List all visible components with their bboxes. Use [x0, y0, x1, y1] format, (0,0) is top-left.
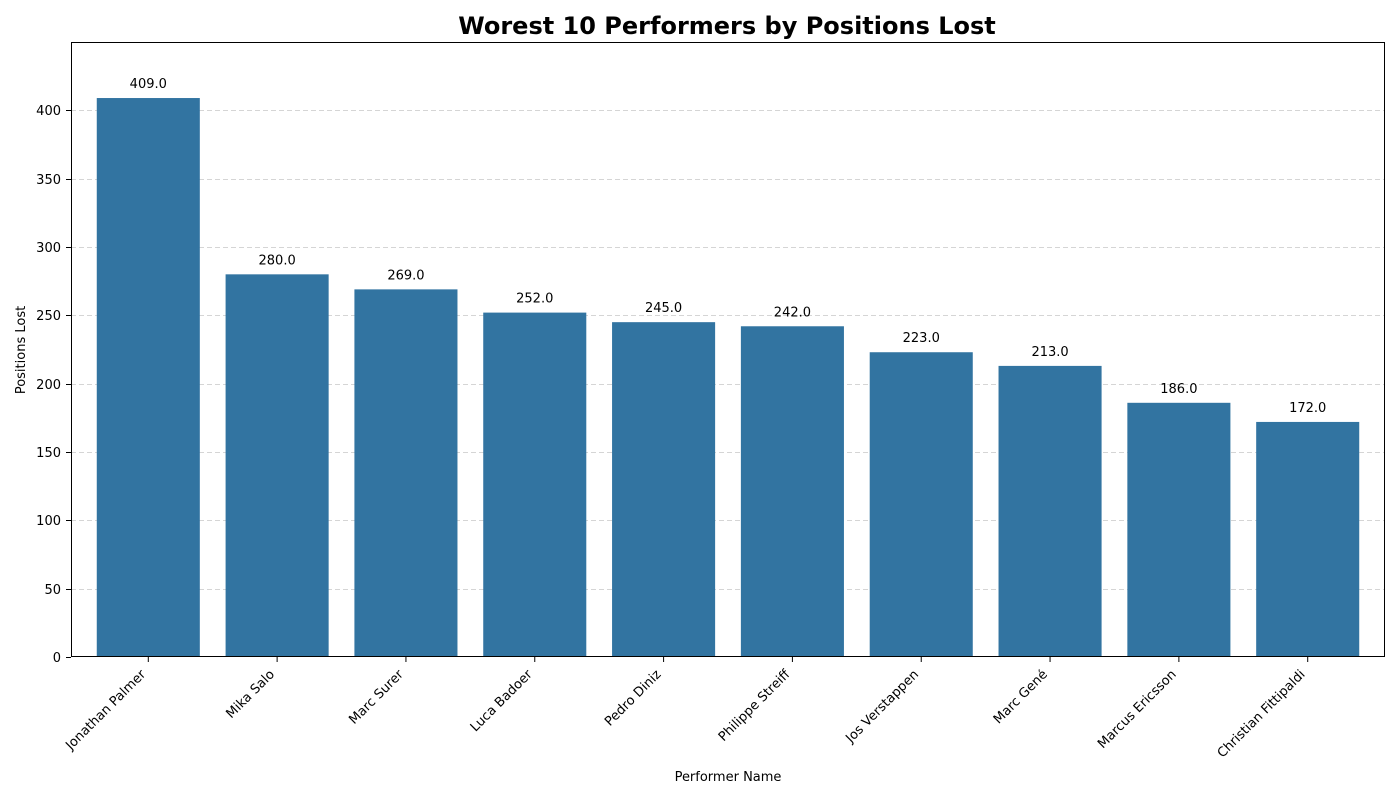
- y-tick-label: 0: [53, 651, 61, 666]
- bar: [612, 322, 716, 657]
- bar-value-label: 223.0: [903, 331, 940, 346]
- y-axis-label: Positions Lost: [14, 306, 29, 394]
- bar: [1127, 402, 1231, 657]
- plot-frame: [71, 42, 1385, 657]
- x-tick-label: Marcus Ericsson: [1095, 667, 1180, 752]
- x-tick-label: Luca Badoer: [468, 667, 536, 735]
- bar-value-label: 172.0: [1289, 401, 1326, 416]
- y-tick-label: 400: [36, 104, 61, 119]
- bar-value-label: 213.0: [1031, 345, 1068, 360]
- y-tick-label: 100: [36, 514, 61, 529]
- chart-title: Worest 10 Performers by Positions Lost: [458, 12, 996, 40]
- bar-value-label: 280.0: [259, 253, 296, 268]
- x-tick-label: Marc Gené: [991, 667, 1051, 727]
- bar: [483, 312, 587, 657]
- x-tick-label: Mika Salo: [223, 667, 277, 721]
- x-tick-label: Jos Verstappen: [843, 667, 923, 747]
- bar: [998, 365, 1102, 657]
- bar: [869, 352, 973, 657]
- bar-value-label: 186.0: [1160, 382, 1197, 397]
- x-tick-label: Jonathan Palmer: [62, 667, 149, 754]
- bars: [96, 98, 1360, 658]
- y-axis-ticks: 0 50 100 150 200 250 300 350 400: [36, 104, 71, 666]
- x-tick-label: Marc Surer: [346, 667, 407, 728]
- y-tick-label: 300: [36, 241, 61, 256]
- bar-value-label: 245.0: [645, 301, 682, 316]
- x-tick-label: Pedro Diniz: [602, 667, 664, 729]
- y-tick-label: 200: [36, 378, 61, 393]
- x-tick-label: Christian Fittipaldi: [1215, 667, 1309, 761]
- x-axis-label: Performer Name: [675, 770, 782, 785]
- bar-value-label: 242.0: [774, 305, 811, 320]
- bar-value-label: 252.0: [516, 292, 553, 307]
- x-tick-label: Philippe Streiff: [716, 666, 794, 744]
- bar: [1256, 421, 1360, 657]
- bar-value-label: 269.0: [387, 268, 424, 283]
- bar-value-label: 409.0: [130, 77, 167, 92]
- bar: [225, 274, 329, 657]
- x-axis-ticks: Jonathan Palmer Mika Salo Marc Surer Luca B…: [62, 657, 1309, 761]
- bar: [740, 326, 844, 657]
- bar-value-labels: 409.0 280.0 269.0 252.0 245.0 242.0 223.0 213.0…: [130, 77, 1327, 416]
- bar: [96, 98, 200, 658]
- bar: [354, 289, 458, 657]
- y-tick-label: 50: [44, 583, 61, 598]
- y-tick-label: 150: [36, 446, 61, 461]
- y-tick-label: 250: [36, 309, 61, 324]
- y-tick-label: 350: [36, 173, 61, 188]
